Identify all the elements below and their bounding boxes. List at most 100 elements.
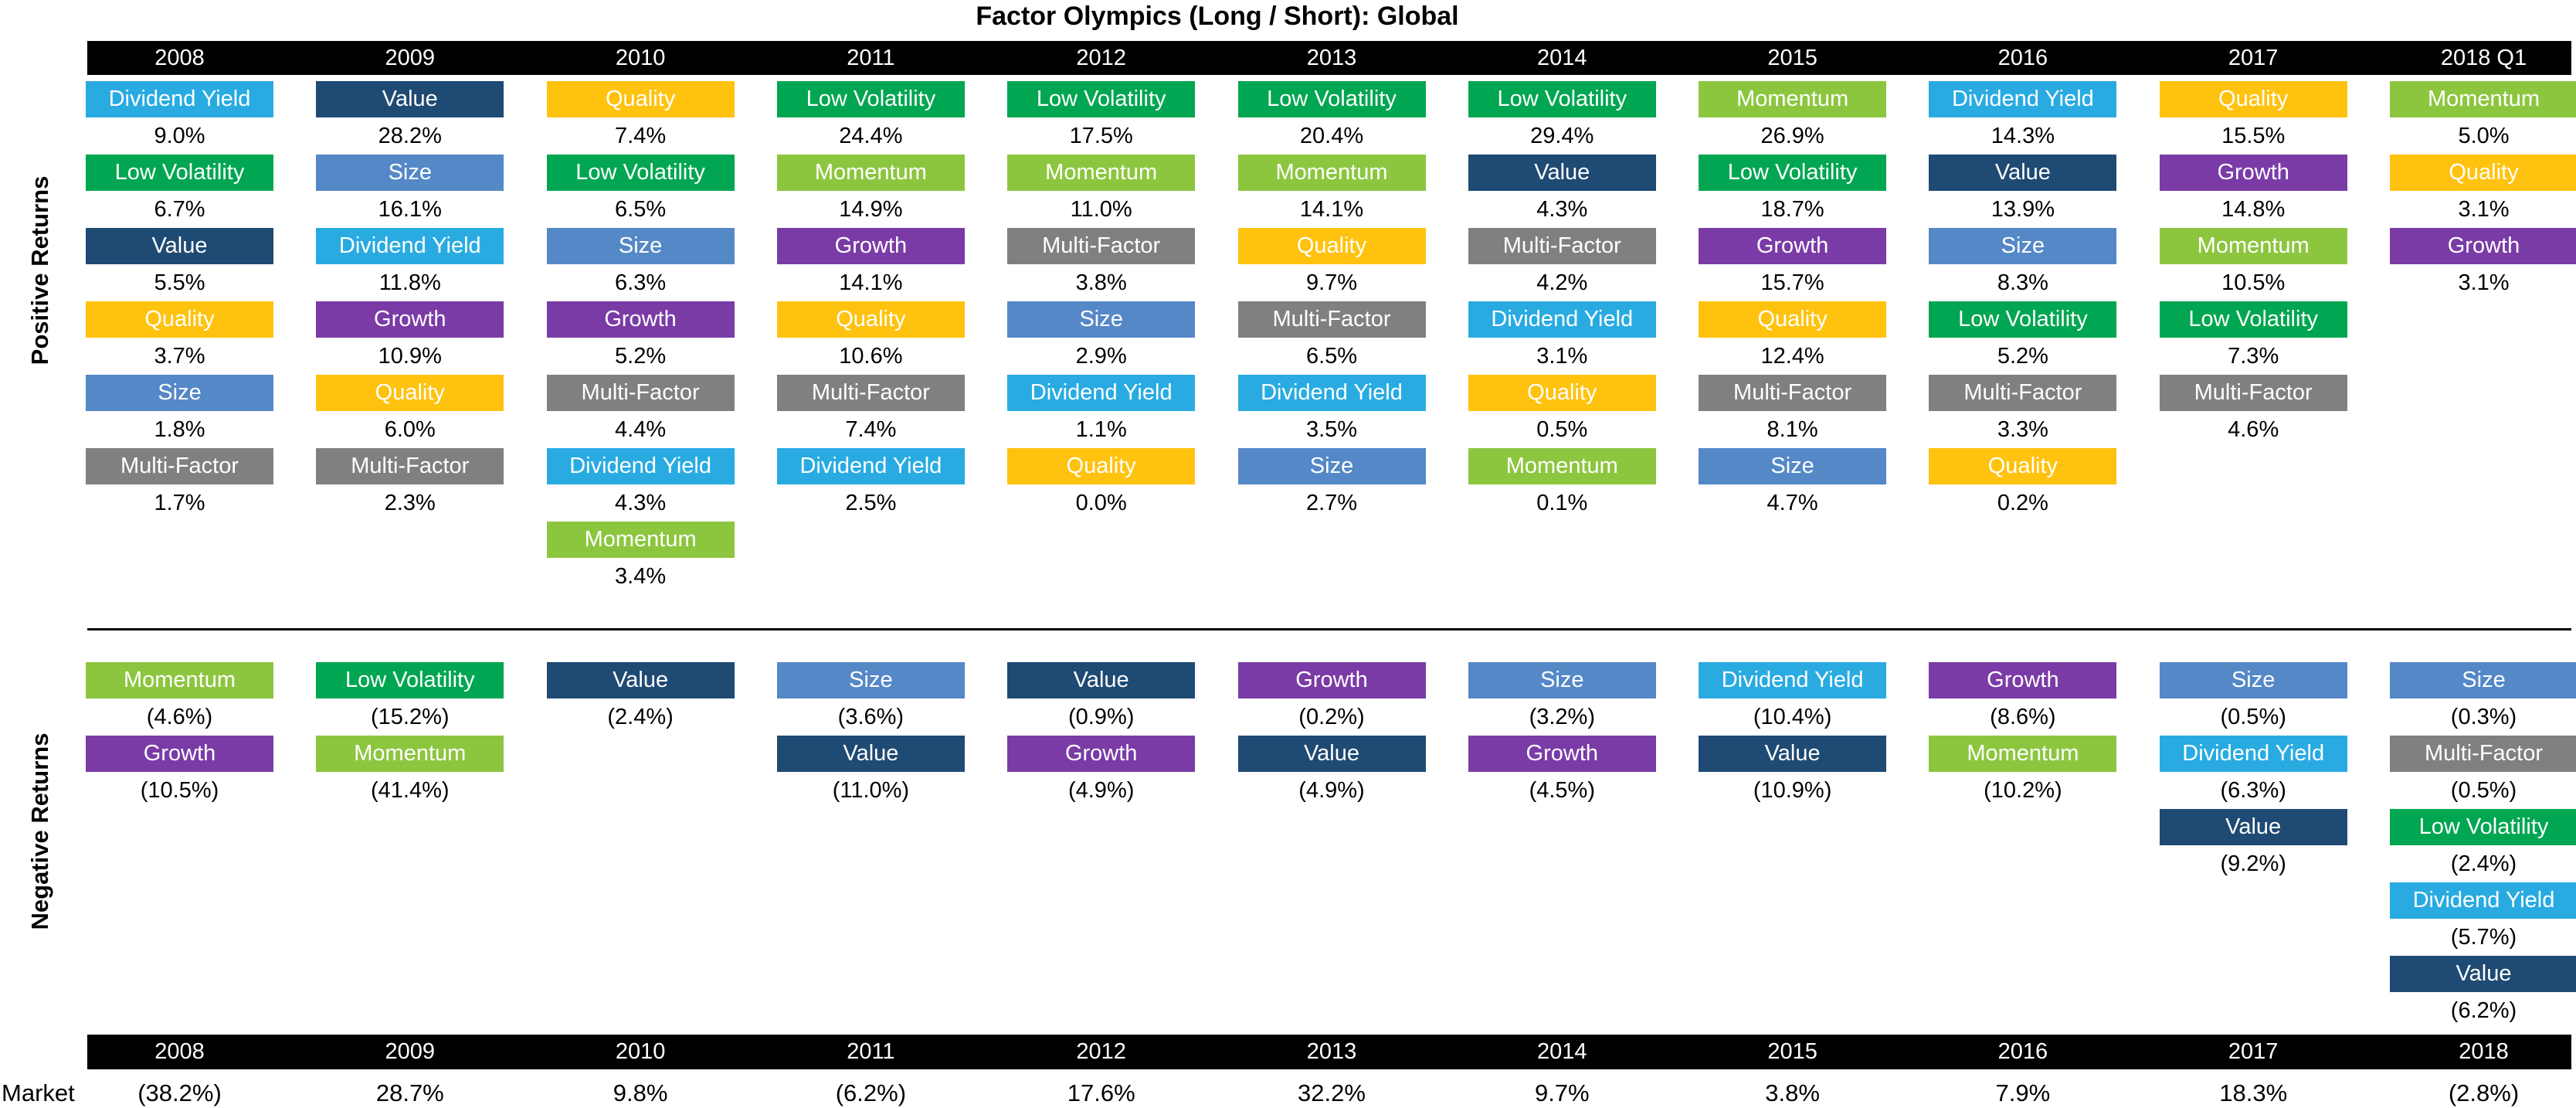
factor-tile-box: Low Volatility bbox=[1237, 81, 1426, 117]
factor-tile-value: 14.1% bbox=[1299, 197, 1364, 222]
factor-tile-value: 10.6% bbox=[839, 344, 903, 369]
factor-tile-box: Multi-Factor bbox=[2159, 375, 2347, 411]
positive-stack: Dividend Yield 9.0% Low Volatility 6.7% Valu… bbox=[64, 81, 295, 522]
factor-tile-value: (0.3%) bbox=[2450, 705, 2517, 729]
bottom-year-label: 2018 bbox=[2459, 1039, 2509, 1064]
factor-tile: Multi-Factor 3.8% bbox=[1007, 228, 1196, 301]
factor-tile: Dividend Yield (5.7%) bbox=[2390, 882, 2576, 956]
factor-tile: Size 1.8% bbox=[86, 375, 273, 448]
factor-tile-box: Size bbox=[1007, 301, 1196, 338]
factor-tile-box: Quality bbox=[776, 301, 965, 338]
factor-tile-value: (4.9%) bbox=[1067, 778, 1135, 803]
factor-tile: Value (4.9%) bbox=[1237, 736, 1426, 809]
year-column-2008: 2008 Dividend Yield 9.0% Low Volatility 6.7%… bbox=[64, 0, 295, 1108]
factor-tile: Value 28.2% bbox=[316, 81, 504, 155]
year-column-2018-q1: 2018 Q1 Momentum 5.0% Quality 3.1% Growth 3.1%… bbox=[2368, 0, 2576, 1108]
factor-tile-box: Growth bbox=[546, 301, 735, 338]
factor-tile-value: (0.9%) bbox=[1067, 705, 1135, 729]
factor-tile: Momentum (41.4%) bbox=[316, 736, 504, 809]
market-value: 28.7% bbox=[375, 1079, 444, 1106]
negative-stack: Dividend Yield (10.4%) Value (10.9%) bbox=[1677, 662, 1908, 809]
factor-tile-box: Size bbox=[1699, 448, 1887, 484]
factor-tile-value: 4.7% bbox=[1767, 491, 1818, 515]
factor-tile: Quality 9.7% bbox=[1237, 228, 1426, 301]
factor-tile-value: 9.7% bbox=[1305, 270, 1358, 295]
factor-tile: Growth 14.1% bbox=[776, 228, 965, 301]
factor-tile: Multi-Factor 4.2% bbox=[1468, 228, 1656, 301]
positive-stack: Momentum 26.9% Low Volatility 18.7% Growth 15… bbox=[1677, 81, 1908, 522]
factor-tile: Multi-Factor 3.3% bbox=[1929, 375, 2117, 448]
factor-tile-box: Dividend Yield bbox=[1237, 375, 1426, 411]
factor-tile: Low Volatility 5.2% bbox=[1929, 301, 2117, 375]
factor-tile-box: Momentum bbox=[1699, 81, 1887, 117]
factor-tile-box: Value bbox=[1699, 736, 1887, 772]
year-column-2013: 2013 Low Volatility 20.4% Momentum 14.1% Qual… bbox=[1217, 0, 1448, 1108]
top-year-label: 2016 bbox=[1997, 46, 2048, 70]
factor-tile: Multi-Factor 7.4% bbox=[776, 375, 965, 448]
bottom-year-label: 2010 bbox=[615, 1039, 666, 1064]
year-column-2016: 2016 Dividend Yield 14.3% Value 13.9% Size 8.3… bbox=[1907, 0, 2138, 1108]
market-value: 17.6% bbox=[1067, 1079, 1135, 1106]
factor-tile-box: Growth bbox=[2159, 155, 2347, 191]
factor-tile-box: Quality bbox=[86, 301, 273, 338]
factor-tile-value: 10.9% bbox=[378, 344, 442, 369]
market-value: 32.2% bbox=[1298, 1079, 1366, 1106]
factor-tile-value: 5.0% bbox=[2458, 124, 2510, 148]
factor-tile-value: 1.8% bbox=[154, 417, 205, 442]
factor-tile: Growth (4.9%) bbox=[1007, 736, 1196, 809]
factor-tile-box: Quality bbox=[1468, 375, 1656, 411]
factor-tile-value: 4.6% bbox=[2228, 417, 2279, 442]
factor-tile-box: Value bbox=[776, 736, 965, 772]
factor-tile-value: 7.3% bbox=[2228, 344, 2279, 369]
factor-tile-value: 14.8% bbox=[2221, 197, 2286, 222]
factor-tile-box: Low Volatility bbox=[546, 155, 735, 191]
year-column-2017: 2017 Quality 15.5% Growth 14.8% Momentum 10.5%… bbox=[2138, 0, 2369, 1108]
factor-tile-box: Quality bbox=[316, 375, 504, 411]
factor-tile-box: Momentum bbox=[316, 736, 504, 772]
bottom-year-label: 2011 bbox=[847, 1039, 895, 1064]
factor-tile: Quality 0.5% bbox=[1468, 375, 1656, 448]
factor-tile-box: Multi-Factor bbox=[2390, 736, 2576, 772]
factor-tile: Size (3.6%) bbox=[776, 662, 965, 736]
factor-tile-box: Dividend Yield bbox=[546, 448, 735, 484]
factor-tile: Quality 0.0% bbox=[1007, 448, 1196, 522]
factor-tile-value: (9.2%) bbox=[2220, 851, 2286, 876]
factor-tile-box: Momentum bbox=[2159, 228, 2347, 264]
factor-tile: Multi-Factor 4.4% bbox=[546, 375, 735, 448]
factor-tile-box: Multi-Factor bbox=[316, 448, 504, 484]
chart-title: Factor Olympics (Long / Short): Global bbox=[976, 2, 1459, 31]
factor-tile: Size 2.9% bbox=[1007, 301, 1196, 375]
factor-tile-box: Size bbox=[2390, 662, 2576, 698]
factor-tile-box: Momentum bbox=[776, 155, 965, 191]
factor-tile: Quality 0.2% bbox=[1929, 448, 2117, 522]
factor-tile-value: (11.0%) bbox=[832, 778, 910, 803]
factor-tile: Growth (8.6%) bbox=[1929, 662, 2117, 736]
factor-tile-value: 0.5% bbox=[1536, 417, 1588, 442]
factor-tile-box: Value bbox=[1007, 662, 1196, 698]
factor-tile-value: 3.4% bbox=[615, 564, 667, 589]
factor-tile-value: 4.3% bbox=[615, 491, 667, 515]
factor-tile: Size 4.7% bbox=[1699, 448, 1887, 522]
positive-stack: Dividend Yield 14.3% Value 13.9% Size 8.3% Low… bbox=[1907, 81, 2138, 522]
factor-tile: Size (0.3%) bbox=[2390, 662, 2576, 736]
factor-tile-box: Quality bbox=[1699, 301, 1887, 338]
factor-tile-value: 4.4% bbox=[615, 417, 667, 442]
factor-tile-box: Size bbox=[86, 375, 273, 411]
factor-tile-box: Dividend Yield bbox=[1929, 81, 2117, 117]
factor-tile-value: 12.4% bbox=[1760, 344, 1824, 369]
factor-tile-value: 3.1% bbox=[2458, 197, 2510, 222]
negative-stack: Value (0.9%) Growth (4.9%) bbox=[986, 662, 1217, 809]
factor-tile-box: Growth bbox=[2390, 228, 2576, 264]
factor-tile: Growth 14.8% bbox=[2159, 155, 2347, 228]
factor-tile-value: 8.1% bbox=[1767, 417, 1818, 442]
factor-tile: Value (2.4%) bbox=[546, 662, 735, 736]
factor-tile-box: Low Volatility bbox=[316, 662, 504, 698]
factor-tile: Low Volatility 7.3% bbox=[2159, 301, 2347, 375]
factor-tile: Quality 3.7% bbox=[86, 301, 273, 375]
factor-tile-box: Multi-Factor bbox=[1699, 375, 1887, 411]
factor-tile: Size 6.3% bbox=[546, 228, 735, 301]
factor-tile-box: Quality bbox=[2159, 81, 2347, 117]
factor-tile-box: Value bbox=[86, 228, 273, 264]
factor-tile-box: Growth bbox=[776, 228, 965, 264]
factor-tile: Momentum 3.4% bbox=[546, 522, 735, 595]
